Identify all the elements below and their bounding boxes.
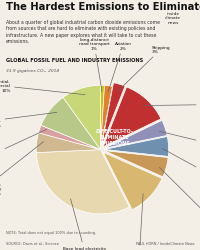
Text: Variable
electricity
12%: Variable electricity 12% <box>143 99 200 112</box>
Text: Iron and
steel
5%: Iron and steel 5% <box>161 149 200 181</box>
Text: GLOBAL FOSSIL FUEL AND INDUSTRY EMISSIONS: GLOBAL FOSSIL FUEL AND INDUSTRY EMISSION… <box>6 58 143 62</box>
Text: PAUL HORN / InsideClimate News: PAUL HORN / InsideClimate News <box>136 241 194 245</box>
Wedge shape <box>104 137 168 157</box>
Wedge shape <box>104 151 167 177</box>
Text: The Hardest Emissions to Eliminate: The Hardest Emissions to Eliminate <box>6 2 200 12</box>
Wedge shape <box>36 133 100 153</box>
Text: NOTE: Total does not equal 100% due to rounding.: NOTE: Total does not equal 100% due to r… <box>6 230 96 234</box>
Text: Cement
4%: Cement 4% <box>159 132 200 148</box>
Text: Aviation
2%: Aviation 2% <box>107 42 131 93</box>
Text: Shipping
3%: Shipping 3% <box>118 46 170 91</box>
Text: Residential,
commercial
10%: Residential, commercial 10% <box>0 80 85 95</box>
Text: Other
industry
9%: Other industry 9% <box>0 113 56 128</box>
Text: Long-distance
road transport
1%: Long-distance road transport 1% <box>78 38 109 92</box>
Text: Heat
2%: Heat 2% <box>0 130 46 158</box>
Wedge shape <box>38 126 100 150</box>
Text: inside
climate
news: inside climate news <box>164 12 180 25</box>
Wedge shape <box>63 86 100 150</box>
Text: Short-
distance
light road
transport
11%: Short- distance light road transport 11% <box>128 194 148 250</box>
Wedge shape <box>104 121 166 149</box>
Text: About a quarter of global industrial carbon dioxide emissions come
from sources : About a quarter of global industrial car… <box>6 20 159 44</box>
Wedge shape <box>100 86 104 150</box>
Wedge shape <box>101 84 124 146</box>
Wedge shape <box>36 150 129 214</box>
Wedge shape <box>103 88 160 147</box>
Wedge shape <box>103 153 161 210</box>
Text: SOURCE: Davis et al., Science: SOURCE: Davis et al., Science <box>6 241 59 245</box>
Text: Base load electricity
32%: Base load electricity 32% <box>63 199 105 250</box>
Wedge shape <box>41 98 100 150</box>
Wedge shape <box>100 86 112 150</box>
Text: Combined heat
and electricity
5%: Combined heat and electricity 5% <box>0 142 43 195</box>
Text: Short-distance
medium/heavy
road transport
5%: Short-distance medium/heavy road transpo… <box>159 168 200 232</box>
Text: DIFFICULT-TO-
ELIMINATE
EMISSIONS: DIFFICULT-TO- ELIMINATE EMISSIONS <box>95 128 133 146</box>
Text: 33.9 gigatons CO₂, 2014: 33.9 gigatons CO₂, 2014 <box>6 69 59 73</box>
